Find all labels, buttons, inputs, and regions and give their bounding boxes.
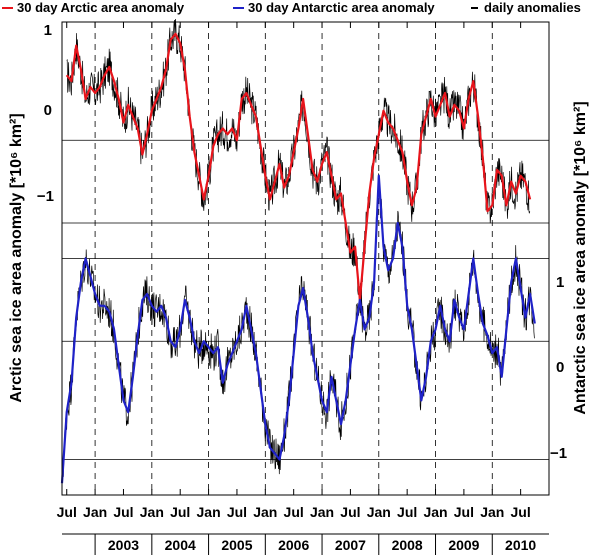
month-tick-label: Jan (83, 504, 107, 520)
legend: 30 day Arctic area anomaly 30 day Antarc… (2, 0, 581, 15)
year-labels: 2003 2004 2005 2006 2007 2008 2009 2010 (62, 533, 549, 555)
left-tick-label: −1 (37, 188, 54, 205)
legend-arctic-label: 30 day Arctic area anomaly (17, 0, 185, 15)
year-label: 2007 (335, 537, 366, 553)
daily-anomalies (61, 18, 535, 483)
month-tick-label: Jan (480, 504, 504, 520)
month-tick-label: Jan (367, 504, 391, 520)
arctic-30-day-line (65, 32, 532, 301)
plot-frame (61, 21, 550, 496)
month-tick-label: Jul (57, 504, 77, 520)
month-tick-label: Jul (113, 504, 133, 520)
month-tick-label: Jan (197, 504, 221, 520)
left-axis-title: Arctic sea ice area anomaly [*10⁶ km²] (8, 113, 25, 402)
month-tick-label: Jul (454, 504, 474, 520)
year-label: 2004 (165, 537, 196, 553)
right-tick-label: 1 (556, 274, 564, 291)
antarctic-30-day-line (60, 174, 536, 484)
month-tick-label: Jul (340, 504, 360, 520)
year-label: 2003 (108, 537, 139, 553)
right-axis-title: Antarctic sea ice area anomaly [*10⁶ km²… (572, 101, 589, 414)
month-tick-label: Jul (284, 504, 304, 520)
horizontal-gridlines (62, 21, 549, 460)
smoothed-series (60, 32, 536, 484)
year-label: 2006 (278, 537, 309, 553)
left-axis: 1 0 −1 (37, 22, 54, 205)
right-tick-label: −1 (550, 445, 567, 462)
year-label: 2010 (505, 537, 536, 553)
right-tick-label: 0 (556, 359, 564, 376)
year-label: 2008 (392, 537, 423, 553)
month-tick-labels: Jul Jan Jul Jan Jul Jan Jul Jan Jul Jan Jul Jan Jul J… (57, 504, 531, 520)
month-tick-label: Jul (170, 504, 190, 520)
month-tick-label: Jan (140, 504, 164, 520)
month-tick-label: Jan (253, 504, 277, 520)
month-tick-label: Jul (227, 504, 247, 520)
left-tick-label: 0 (44, 102, 52, 119)
year-label: 2005 (221, 537, 252, 553)
legend-antarctic-label: 30 day Antarctic area anomaly (248, 0, 435, 15)
daily-anomaly-trace (66, 18, 531, 300)
month-tick-label: Jan (423, 504, 447, 520)
month-tick-label: Jul (511, 504, 531, 520)
month-tick-label: Jul (397, 504, 417, 520)
month-tick-label: Jan (310, 504, 334, 520)
left-tick-label: 1 (44, 22, 52, 39)
right-axis: 1 0 −1 (550, 274, 567, 462)
year-label: 2009 (448, 537, 479, 553)
legend-daily-label: daily anomalies (484, 0, 581, 15)
